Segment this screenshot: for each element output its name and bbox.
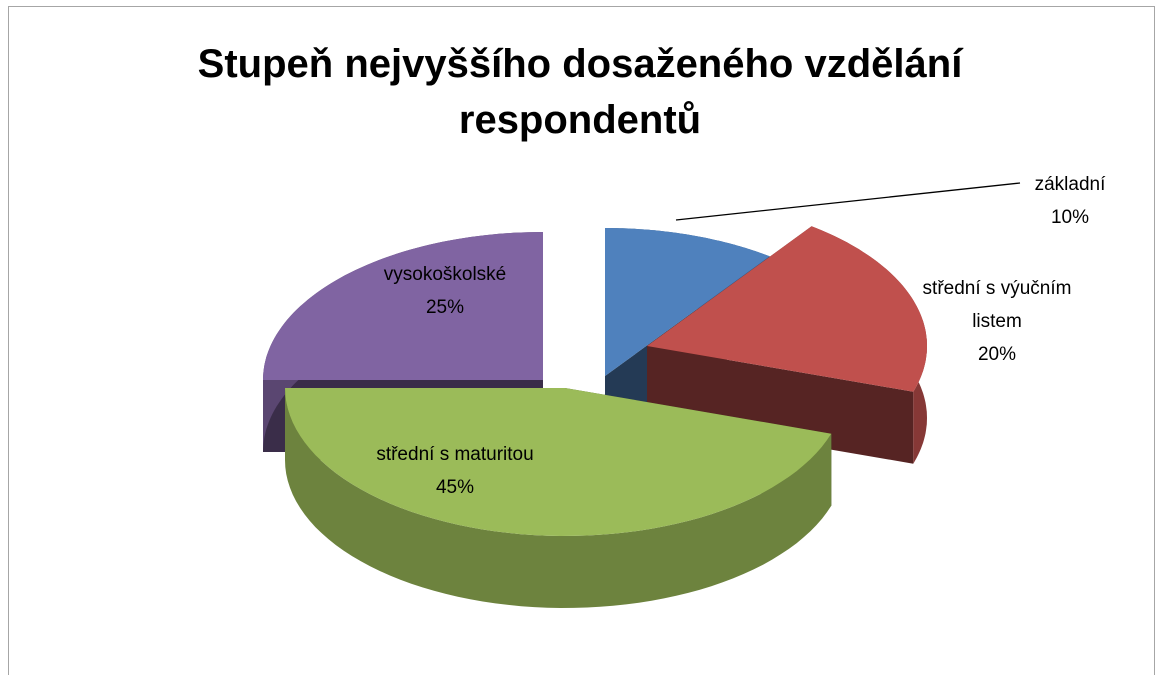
data-label: střední s výučním listem 20% xyxy=(897,272,1097,371)
slice-cut-face xyxy=(647,346,914,464)
label-value: 25% xyxy=(425,297,465,318)
pie-slice xyxy=(285,388,832,608)
label-category: střední s maturitou xyxy=(376,444,534,465)
slice-top xyxy=(647,226,927,392)
label-category: vysokoškolské xyxy=(383,264,507,285)
label-category: základní xyxy=(1034,174,1106,195)
label-value: 20% xyxy=(977,344,1017,365)
data-label: vysokoškolské 25% xyxy=(345,258,545,324)
slice-top xyxy=(285,388,832,536)
slice-wall xyxy=(285,388,832,608)
leader-line xyxy=(675,182,1021,221)
label-value: 10% xyxy=(1050,207,1090,228)
label-category: střední s výučním listem xyxy=(922,278,1072,332)
slice-top xyxy=(263,232,543,380)
data-label: základní 10% xyxy=(1015,168,1125,234)
slice-top xyxy=(605,228,770,376)
chart-frame xyxy=(8,6,1155,675)
label-value: 45% xyxy=(435,477,475,498)
pie-slice xyxy=(647,226,927,464)
chart-title: Stupeň nejvyššího dosaženého vzdělání re… xyxy=(197,42,963,142)
data-label: střední s maturitou 45% xyxy=(325,438,585,504)
